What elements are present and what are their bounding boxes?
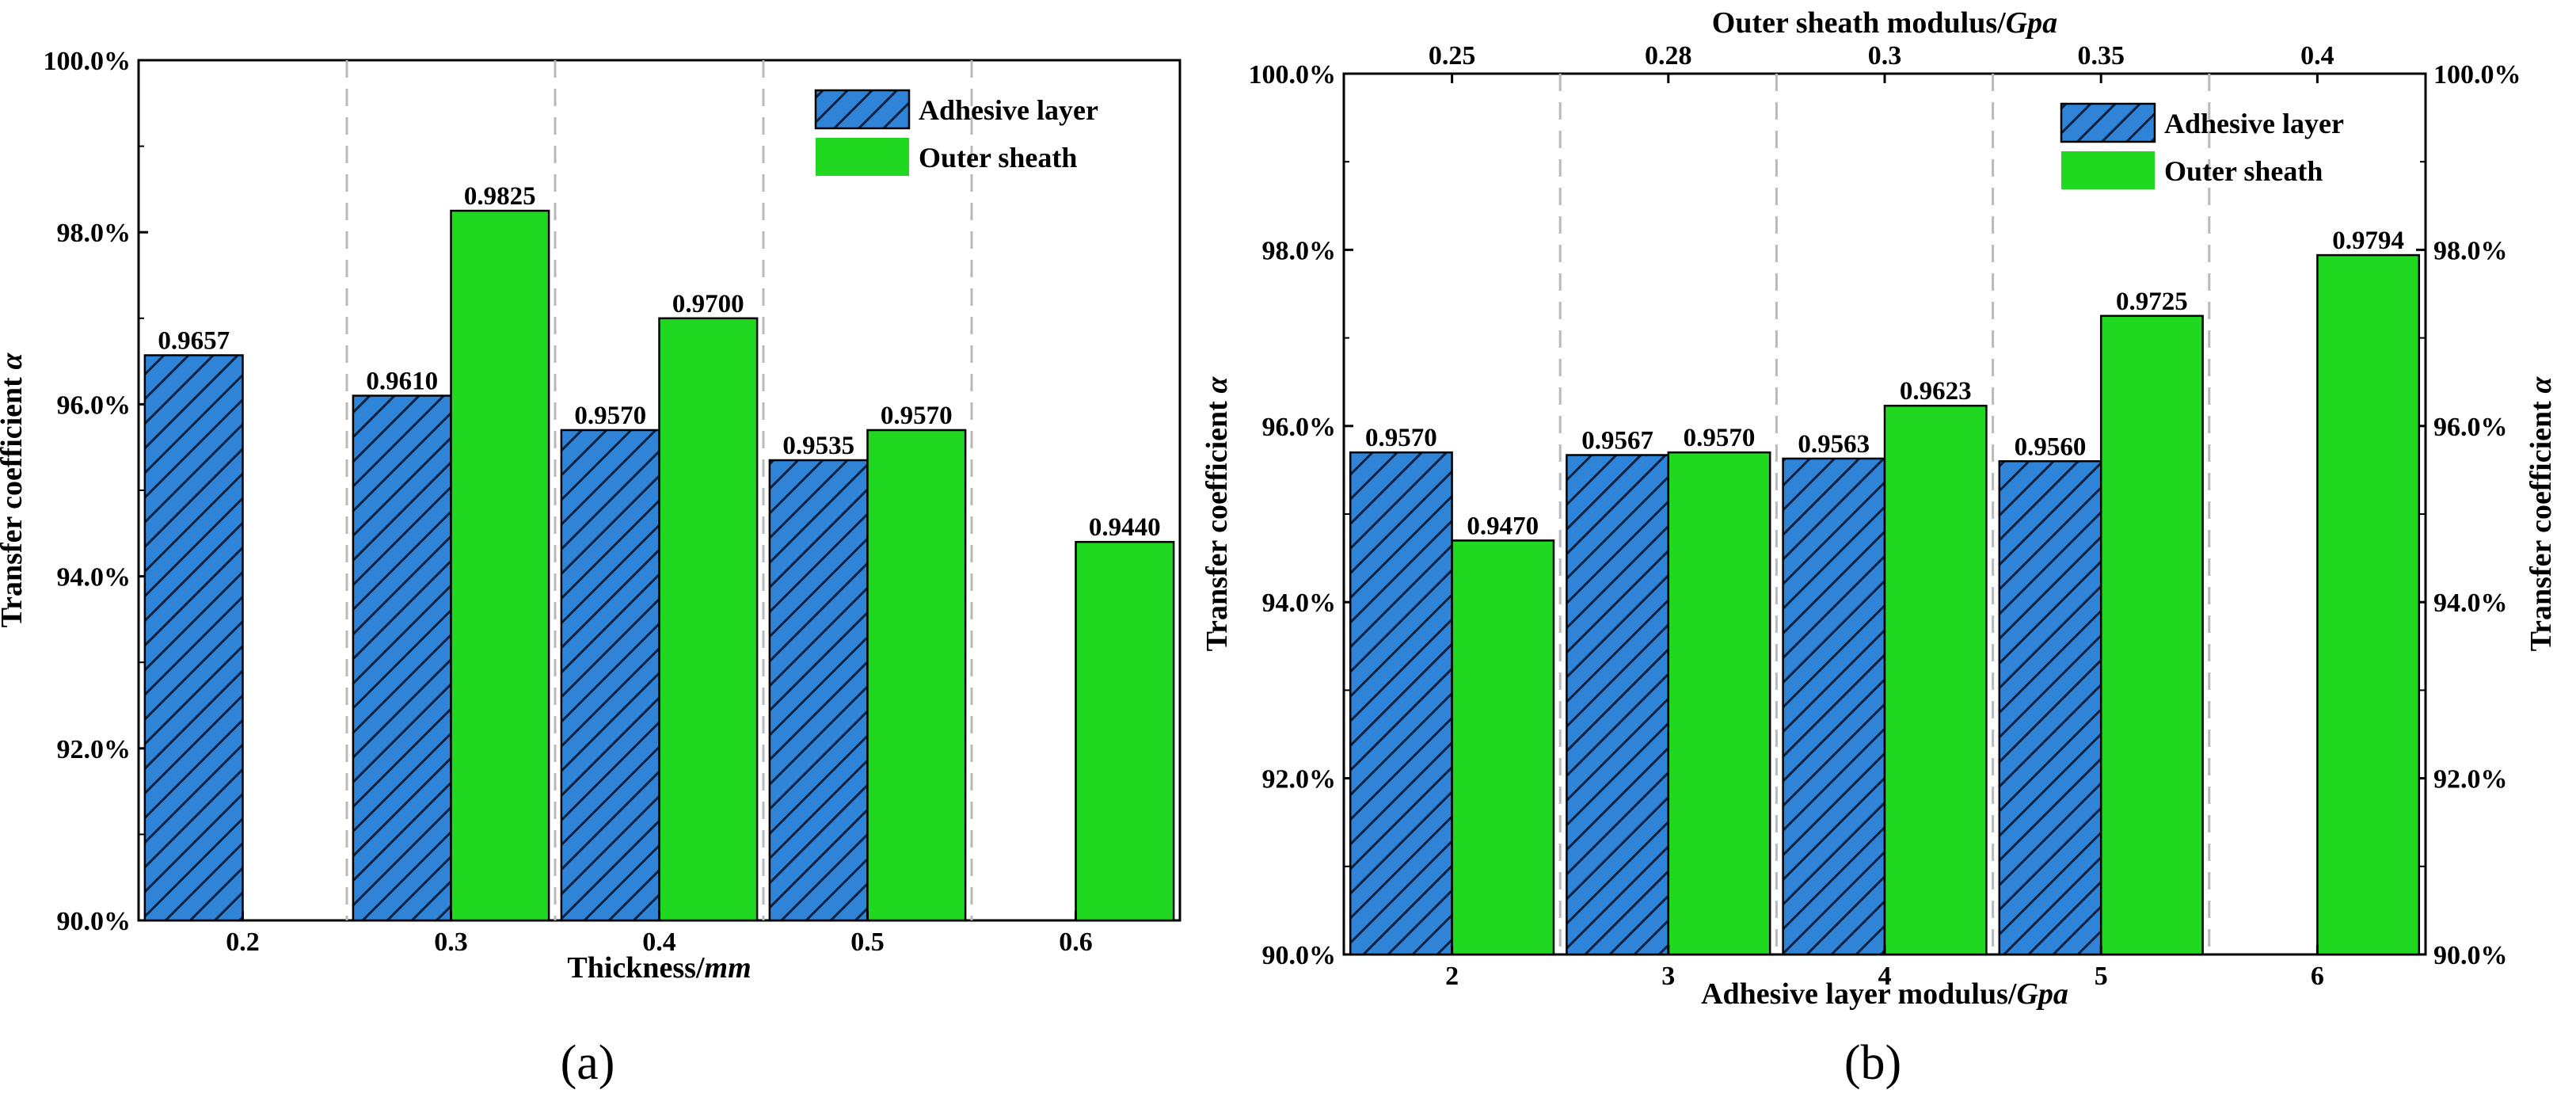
top-x-tick-label: 0.3 (1868, 41, 1902, 70)
y-axis-label-symbol: α (0, 352, 29, 370)
x-axis-label-main: Adhesive layer modulus/ (1701, 977, 2017, 1011)
y-tick-label: 98.0% (57, 219, 131, 248)
x-axis-label: Thickness/mm (567, 951, 751, 985)
bar-adhesive-layer (560, 429, 660, 922)
x-tick-label: 5 (2095, 962, 2108, 991)
y-tick-label: 96.0% (57, 390, 131, 420)
x-tick-label: 3 (1661, 962, 1675, 991)
bar-adhesive-layer (1782, 457, 1886, 956)
data-label-adhesive: 0.9657 (158, 326, 230, 355)
right-y-tick-label: 100.0% (2433, 60, 2521, 90)
bar-outer-sheath (866, 429, 967, 922)
data-label-sheath: 0.9700 (672, 290, 744, 318)
y-tick-label: 90.0% (57, 907, 131, 936)
legend-swatch-adhesive-layer (2060, 102, 2156, 143)
bar-outer-sheath (450, 209, 550, 922)
y-axis-label: Transfer coefficient α (0, 352, 29, 628)
y-axis-label-main: Transfer coefficient (1200, 394, 1234, 652)
x-tick-label: 0.2 (226, 928, 260, 957)
bar-outer-sheath (1451, 539, 1555, 956)
chart-a: 90.0% 92.0% 94.0% 96.0% 98.0% 100.0% 0.9657 0.2… (0, 47, 1181, 1090)
legend-swatch-adhesive-layer (814, 89, 911, 130)
legend-swatch-outer-sheath (2061, 151, 2155, 189)
y-tick-label: 92.0% (1262, 765, 1337, 794)
bar-outer-sheath (2099, 314, 2204, 956)
x-axis-label-unit: Gpa (2016, 977, 2068, 1011)
y-tick-label: 100.0% (44, 47, 131, 76)
top-x-tick-label: 0.4 (2300, 41, 2334, 70)
bar-adhesive-layer (1349, 451, 1453, 956)
legend-swatch-outer-sheath (816, 138, 909, 176)
bar-outer-sheath (1075, 540, 1175, 922)
data-label-adhesive: 0.9610 (366, 368, 438, 396)
data-label-sheath: 0.9725 (2116, 288, 2188, 316)
legend-label-adhesive-layer: Adhesive layer (919, 94, 1098, 126)
top-x-tick-label: 0.25 (1429, 41, 1476, 70)
bar-adhesive-layer (1566, 454, 1670, 956)
panel-caption: (a) (561, 1036, 615, 1090)
data-label-adhesive: 0.9563 (1798, 430, 1870, 459)
right-y-tick-label: 90.0% (2433, 941, 2508, 970)
x-tick-label: 2 (1445, 962, 1459, 991)
data-label-sheath: 0.9470 (1467, 512, 1539, 540)
x-tick-label: 0.6 (1059, 928, 1093, 957)
bar-outer-sheath (1667, 451, 1771, 956)
x-tick-label: 6 (2311, 962, 2324, 991)
right-y-tick-label: 96.0% (2433, 413, 2508, 442)
y-tick-label: 100.0% (1249, 60, 1337, 90)
data-label-sheath: 0.9794 (2332, 227, 2404, 255)
bar-adhesive-layer (143, 354, 244, 922)
x-axis-label-unit: mm (705, 951, 751, 985)
data-label-sheath: 0.9825 (464, 182, 536, 211)
right-y-axis-label: Transfer coefficient α (2525, 376, 2558, 652)
data-label-adhesive: 0.9570 (1365, 424, 1437, 452)
chart-b: 90.0% 90.0% 92.0% 92.0% 94.0% 94.0% 96.0% 96.0%… (1200, 6, 2558, 1090)
data-label-sheath: 0.9440 (1089, 513, 1161, 542)
data-label-adhesive: 0.9567 (1581, 426, 1653, 455)
top-x-axis-label: Outer sheath modulus/Gpa (1712, 6, 2057, 40)
bar-adhesive-layer (1998, 460, 2102, 956)
legend-label-outer-sheath: Outer sheath (2164, 155, 2323, 187)
top-x-tick-label: 0.28 (1645, 41, 1692, 70)
bar-outer-sheath (2316, 253, 2421, 956)
legend-label-outer-sheath: Outer sheath (919, 142, 1077, 173)
y-tick-label: 92.0% (57, 735, 131, 764)
right-y-tick-label: 98.0% (2433, 236, 2508, 265)
right-y-tick-label: 94.0% (2433, 589, 2508, 618)
x-tick-label: 0.5 (850, 928, 885, 957)
right-y-axis-label-main: Transfer coefficient (2525, 394, 2558, 652)
bar-adhesive-layer (352, 394, 452, 922)
x-axis-label-main: Thickness/ (567, 951, 705, 985)
y-axis-label: Transfer coefficient α (1200, 376, 1234, 652)
y-tick-label: 94.0% (57, 563, 131, 592)
bar-adhesive-layer (768, 459, 869, 922)
x-tick-label: 4 (1878, 962, 1892, 991)
data-label-adhesive: 0.9535 (782, 432, 854, 460)
right-y-axis-label-symbol: α (2525, 376, 2558, 394)
panel-caption: (b) (1844, 1036, 1901, 1090)
y-axis-label-symbol: α (1200, 376, 1234, 394)
y-tick-label: 98.0% (1262, 236, 1337, 265)
data-label-sheath: 0.9570 (1684, 424, 1756, 452)
y-axis-label-main: Transfer coefficient (0, 370, 29, 628)
top-x-axis-label-unit: Gpa (2006, 6, 2057, 40)
right-y-tick-label: 92.0% (2433, 765, 2508, 794)
y-tick-label: 94.0% (1262, 589, 1337, 618)
legend-label-adhesive-layer: Adhesive layer (2164, 108, 2344, 139)
y-tick-label: 90.0% (1262, 941, 1337, 970)
top-x-tick-label: 0.35 (2077, 41, 2125, 70)
bar-outer-sheath (658, 317, 759, 922)
data-label-sheath: 0.9623 (1900, 377, 1972, 406)
data-label-adhesive: 0.9560 (2015, 432, 2087, 461)
top-x-axis-label-main: Outer sheath modulus/ (1712, 6, 2006, 40)
x-tick-label: 0.4 (642, 928, 676, 957)
data-label-adhesive: 0.9570 (574, 402, 646, 430)
x-tick-label: 0.3 (434, 928, 468, 957)
y-tick-label: 96.0% (1262, 413, 1337, 442)
data-label-sheath: 0.9570 (881, 402, 953, 430)
x-axis-label: Adhesive layer modulus/Gpa (1701, 977, 2068, 1011)
bar-outer-sheath (1883, 404, 1988, 956)
